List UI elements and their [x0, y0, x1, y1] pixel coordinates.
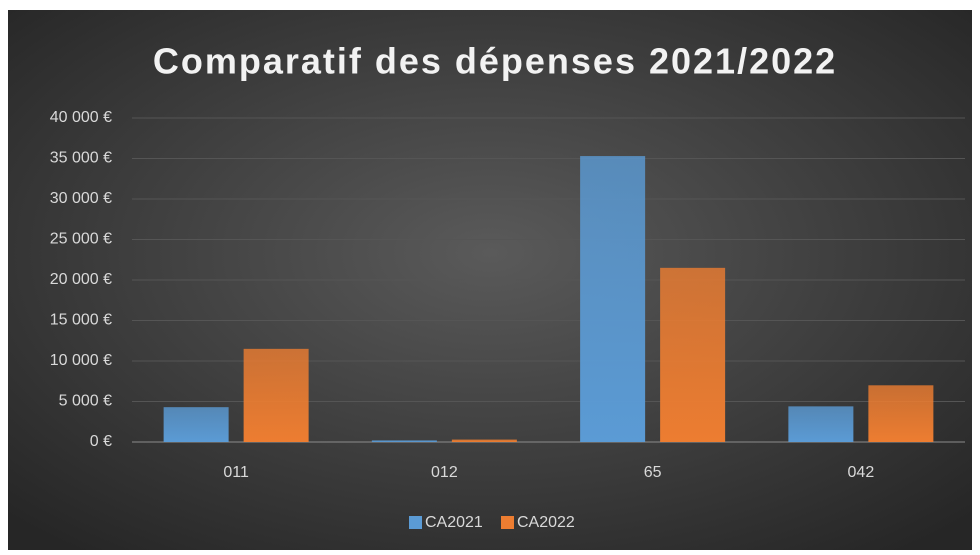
bar	[163, 407, 229, 442]
bar	[660, 267, 726, 442]
y-tick-label: 10 000 €	[50, 352, 112, 369]
x-tick-label: 011	[223, 464, 249, 481]
x-tick-label: 65	[644, 464, 662, 481]
y-tick-label: 0 €	[90, 433, 112, 450]
bar	[788, 406, 854, 442]
legend-swatch	[409, 516, 422, 529]
legend-swatch	[501, 516, 514, 529]
x-tick-label: 012	[431, 464, 458, 481]
chart-title: Comparatif des dépenses 2021/2022	[153, 41, 837, 82]
legend-label: CA2022	[517, 514, 575, 531]
y-tick-label: 35 000 €	[50, 150, 112, 167]
bar	[371, 440, 437, 442]
y-tick-label: 40 000 €	[50, 109, 112, 126]
legend-label: CA2021	[425, 514, 483, 531]
y-tick-label: 15 000 €	[50, 312, 112, 329]
bar	[580, 156, 646, 442]
y-tick-label: 25 000 €	[50, 231, 112, 248]
bar	[451, 439, 517, 442]
x-tick-label: 042	[848, 464, 875, 481]
y-tick-label: 20 000 €	[50, 271, 112, 288]
bar	[243, 348, 309, 442]
y-tick-label: 30 000 €	[50, 190, 112, 207]
y-tick-label: 5 000 €	[59, 393, 112, 410]
bar	[868, 385, 934, 442]
